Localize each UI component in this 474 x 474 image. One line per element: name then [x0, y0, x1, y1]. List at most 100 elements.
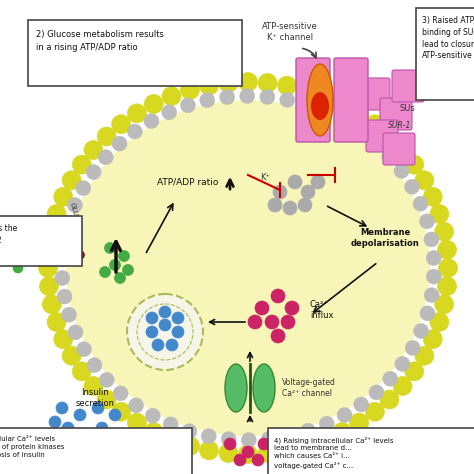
- Text: SUR-1: SUR-1: [388, 120, 411, 129]
- Circle shape: [288, 175, 302, 189]
- FancyBboxPatch shape: [366, 120, 398, 152]
- Circle shape: [162, 87, 181, 106]
- Circle shape: [128, 398, 144, 413]
- Circle shape: [111, 402, 131, 421]
- Circle shape: [17, 243, 27, 253]
- Circle shape: [219, 444, 238, 463]
- Circle shape: [435, 222, 454, 241]
- Circle shape: [242, 446, 254, 458]
- Circle shape: [413, 196, 428, 211]
- Circle shape: [49, 416, 61, 428]
- Circle shape: [318, 104, 333, 119]
- Circle shape: [438, 240, 456, 259]
- Circle shape: [395, 356, 410, 372]
- Circle shape: [39, 240, 58, 259]
- Circle shape: [350, 104, 369, 123]
- Circle shape: [240, 89, 255, 103]
- FancyBboxPatch shape: [268, 428, 474, 474]
- Circle shape: [353, 123, 367, 138]
- Circle shape: [301, 423, 316, 438]
- Circle shape: [118, 250, 129, 262]
- Circle shape: [146, 312, 158, 324]
- Circle shape: [238, 445, 257, 464]
- Circle shape: [369, 385, 384, 400]
- Circle shape: [182, 424, 197, 439]
- Circle shape: [162, 430, 181, 449]
- Text: 4) Raising intracellular Ca²⁺ levels
lead to membrane d...
which causes Ca²⁺ i..: 4) Raising intracellular Ca²⁺ levels lea…: [274, 436, 393, 469]
- Circle shape: [415, 346, 434, 365]
- Circle shape: [382, 149, 397, 164]
- Circle shape: [424, 232, 439, 247]
- Circle shape: [111, 115, 131, 134]
- Circle shape: [426, 250, 441, 265]
- Circle shape: [393, 376, 412, 395]
- Circle shape: [42, 295, 61, 314]
- Circle shape: [61, 215, 76, 230]
- Text: Membrane
depolarisation: Membrane depolarisation: [351, 228, 419, 248]
- FancyBboxPatch shape: [383, 133, 415, 165]
- Circle shape: [112, 136, 127, 151]
- Circle shape: [354, 397, 369, 412]
- Circle shape: [172, 312, 184, 324]
- Circle shape: [92, 402, 104, 414]
- Circle shape: [159, 306, 171, 318]
- Circle shape: [166, 339, 178, 351]
- Circle shape: [87, 357, 102, 373]
- Circle shape: [109, 259, 120, 271]
- Circle shape: [68, 325, 83, 340]
- Circle shape: [102, 436, 114, 448]
- Circle shape: [219, 90, 235, 105]
- Circle shape: [181, 437, 200, 456]
- FancyBboxPatch shape: [334, 58, 368, 142]
- Circle shape: [252, 454, 264, 466]
- Circle shape: [234, 454, 246, 466]
- Circle shape: [67, 198, 82, 212]
- Circle shape: [152, 339, 164, 351]
- Circle shape: [144, 113, 159, 128]
- Circle shape: [404, 179, 419, 194]
- Ellipse shape: [253, 364, 275, 412]
- Circle shape: [333, 94, 352, 113]
- Text: →racellular Ca²⁺ levels
→ation of protein kinases
→acytosis of insulin: →racellular Ca²⁺ levels →ation of protei…: [0, 436, 64, 458]
- Circle shape: [115, 273, 126, 283]
- Circle shape: [104, 243, 116, 254]
- Circle shape: [283, 201, 297, 215]
- Circle shape: [258, 73, 277, 92]
- Circle shape: [42, 222, 61, 241]
- Circle shape: [277, 441, 297, 460]
- Text: ATP-sensitive
K⁺ channel: ATP-sensitive K⁺ channel: [262, 22, 318, 42]
- Circle shape: [79, 428, 91, 440]
- Circle shape: [145, 408, 160, 423]
- Circle shape: [55, 271, 70, 285]
- Text: 3) Raised ATP
binding of SUs
lead to closure
ATP-sensitive: 3) Raised ATP binding of SUs lead to clo…: [422, 16, 474, 60]
- Circle shape: [84, 140, 103, 160]
- FancyBboxPatch shape: [0, 216, 82, 266]
- Circle shape: [57, 289, 72, 304]
- Circle shape: [100, 266, 110, 277]
- Circle shape: [281, 428, 296, 443]
- Text: ATP/ADP ratio: ATP/ADP ratio: [157, 177, 219, 186]
- FancyBboxPatch shape: [380, 98, 412, 130]
- Text: Voltage-gated
Ca²⁺ channel: Voltage-gated Ca²⁺ channel: [282, 378, 336, 398]
- Circle shape: [62, 307, 76, 322]
- Circle shape: [55, 252, 70, 267]
- Circle shape: [201, 428, 216, 444]
- Circle shape: [238, 73, 257, 91]
- Text: Ca²⁺
influx: Ca²⁺ influx: [310, 300, 334, 320]
- Circle shape: [47, 204, 66, 224]
- Circle shape: [62, 346, 81, 365]
- Circle shape: [260, 90, 275, 104]
- Circle shape: [297, 437, 316, 456]
- Circle shape: [200, 441, 219, 460]
- Ellipse shape: [307, 64, 333, 136]
- Circle shape: [128, 413, 146, 432]
- Circle shape: [47, 312, 66, 331]
- Circle shape: [97, 390, 116, 409]
- Ellipse shape: [225, 364, 247, 412]
- Circle shape: [393, 140, 412, 160]
- Circle shape: [299, 97, 314, 112]
- Circle shape: [319, 416, 334, 431]
- Circle shape: [368, 135, 383, 150]
- Circle shape: [405, 362, 424, 381]
- Circle shape: [181, 81, 200, 100]
